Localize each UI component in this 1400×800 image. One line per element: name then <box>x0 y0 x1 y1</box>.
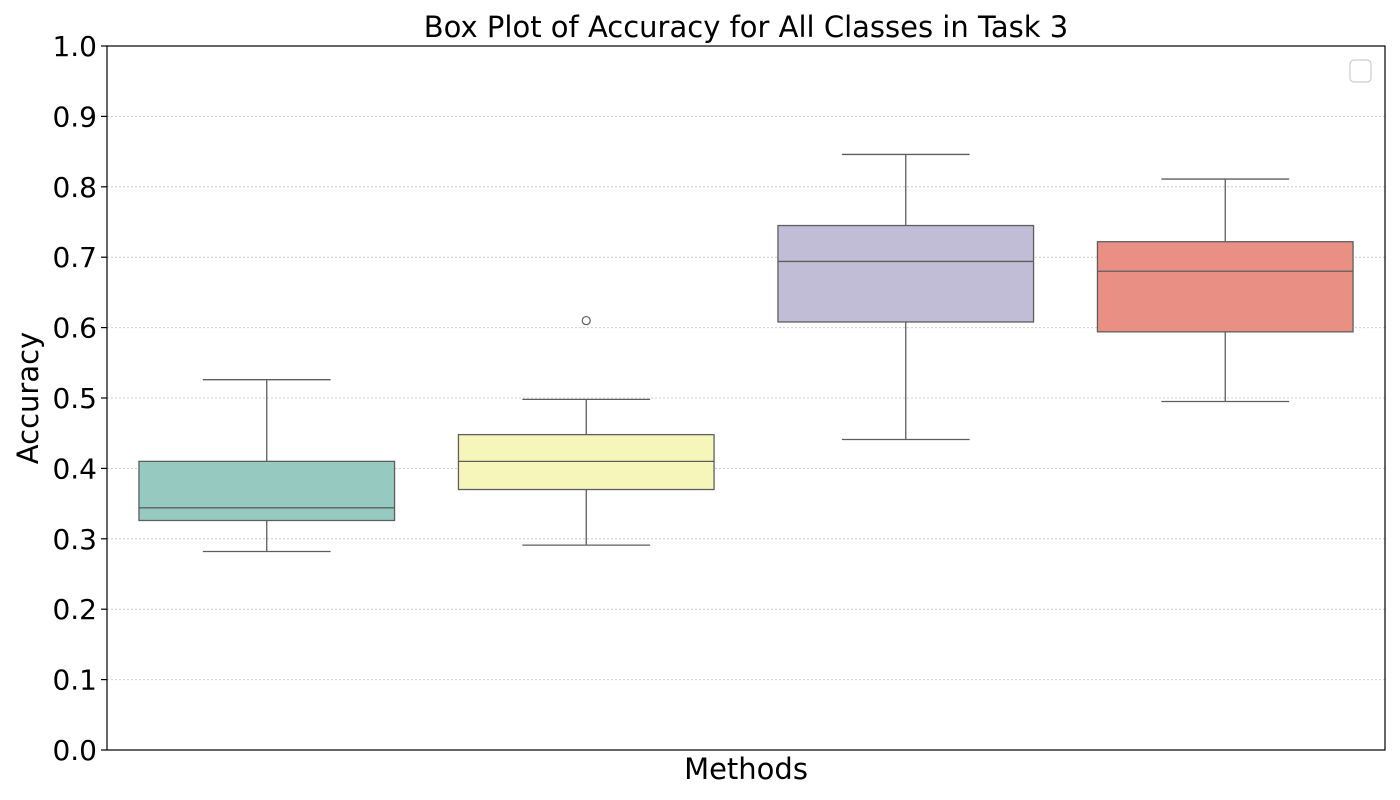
y-tick-label: 0.6 <box>52 312 97 345</box>
legend-box <box>1349 59 1372 83</box>
x-axis-label: Methods <box>684 752 808 786</box>
y-tick-label: 0.5 <box>52 382 97 415</box>
y-tick-label: 0.3 <box>52 523 97 556</box>
y-tick-label: 0.8 <box>52 171 97 204</box>
box-4 <box>1096 178 1354 403</box>
y-tick-label: 0.1 <box>52 664 97 697</box>
iqr-box <box>777 224 1035 323</box>
box-2 <box>457 315 715 546</box>
y-axis-ticks: 0.0 0.1 0.2 0.3 0.4 0.5 0.6 0.7 0.8 0.9 1.0 <box>52 30 107 767</box>
box-1 <box>138 379 396 553</box>
plot-area-frame <box>106 45 1386 751</box>
y-tick-label: 0.0 <box>52 734 97 767</box>
y-tick-label: 1.0 <box>52 30 97 63</box>
boxes <box>138 153 1354 553</box>
iqr-box <box>138 460 396 522</box>
iqr-box <box>457 433 715 491</box>
y-tick-label: 0.7 <box>52 241 97 274</box>
outlier-point <box>581 315 591 326</box>
y-tick-label: 0.2 <box>52 593 97 626</box>
y-tick-label: 0.4 <box>52 452 97 485</box>
y-tick-label: 0.9 <box>52 100 97 133</box>
chart-title: Box Plot of Accuracy for All Classes in … <box>424 10 1068 44</box>
gridlines <box>107 115 1385 681</box>
y-axis-label: Accuracy <box>11 332 45 464</box>
iqr-box <box>1096 241 1354 333</box>
box-3 <box>777 153 1035 441</box>
